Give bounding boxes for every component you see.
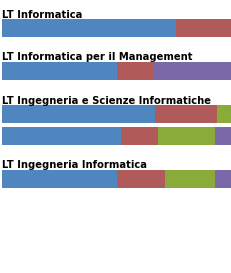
Text: LT Informatica: LT Informatica <box>2 10 82 19</box>
Bar <box>176 19 231 37</box>
Bar <box>165 170 215 188</box>
Bar <box>215 170 231 188</box>
Bar <box>215 127 231 145</box>
Bar <box>121 127 158 145</box>
Text: LT Ingegneria e Scienze Informatiche: LT Ingegneria e Scienze Informatiche <box>2 96 211 105</box>
Bar <box>155 105 217 123</box>
Bar <box>153 62 231 80</box>
Bar <box>2 170 116 188</box>
Bar <box>158 127 215 145</box>
Bar <box>2 105 155 123</box>
Bar <box>2 19 176 37</box>
Bar <box>217 105 231 123</box>
Text: LT Ingegneria Informatica: LT Ingegneria Informatica <box>2 161 147 171</box>
Bar <box>116 62 153 80</box>
Bar <box>116 170 165 188</box>
Bar <box>2 127 121 145</box>
Text: LT Informatica per il Management: LT Informatica per il Management <box>2 52 192 63</box>
Bar <box>2 62 116 80</box>
